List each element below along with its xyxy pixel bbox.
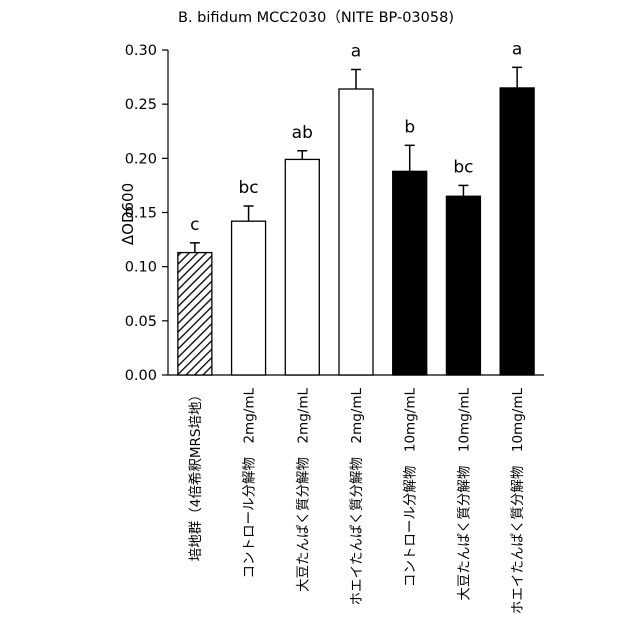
significance-label: bc xyxy=(453,157,473,177)
category-label: 大豆たんぱく質分解物 2mg/mL xyxy=(295,388,311,593)
y-tick-label: 0.15 xyxy=(125,206,157,222)
bar xyxy=(285,159,319,375)
bar xyxy=(232,221,266,375)
y-tick-label: 0.25 xyxy=(125,97,157,113)
bar xyxy=(339,89,373,375)
significance-label: a xyxy=(351,42,361,62)
category-label: コントロール分解物 2mg/mL xyxy=(242,388,258,579)
significance-label: bc xyxy=(239,178,259,198)
y-tick-label: 0.30 xyxy=(125,43,157,59)
category-label: コントロール分解物 10mg/mL xyxy=(403,388,419,588)
y-tick-label: 0.10 xyxy=(125,260,157,276)
bars xyxy=(178,88,534,375)
significance-label: ab xyxy=(292,123,313,143)
y-tick-label: 0.20 xyxy=(125,151,157,167)
category-labels: 培地群（4倍希釈MRS培地） コントロール分解物 2mg/mL 大豆たんぱく質分解物… xyxy=(188,388,526,615)
category-label: ホエイたんぱく質分解物 10mg/mL xyxy=(510,388,526,615)
bar xyxy=(500,88,534,375)
bar xyxy=(393,171,427,375)
bar xyxy=(446,196,480,375)
category-label: ホエイたんぱく質分解物 2mg/mL xyxy=(349,388,365,606)
chart-title: B. bifidum MCC2030（NITE BP-03058) xyxy=(178,9,454,26)
category-label: 培地群（4倍希釈MRS培地） xyxy=(188,388,204,561)
category-label: 大豆たんぱく質分解物 10mg/mL xyxy=(456,388,472,601)
significance-label: c xyxy=(190,215,199,235)
significance-label: a xyxy=(512,39,522,59)
y-tick-label: 0.00 xyxy=(125,368,157,384)
y-ticks: 0.00 0.05 0.10 0.15 0.20 0.25 0.30 xyxy=(125,43,168,384)
significance-label: b xyxy=(404,117,415,137)
bar xyxy=(178,253,212,375)
y-tick-label: 0.05 xyxy=(125,314,157,330)
